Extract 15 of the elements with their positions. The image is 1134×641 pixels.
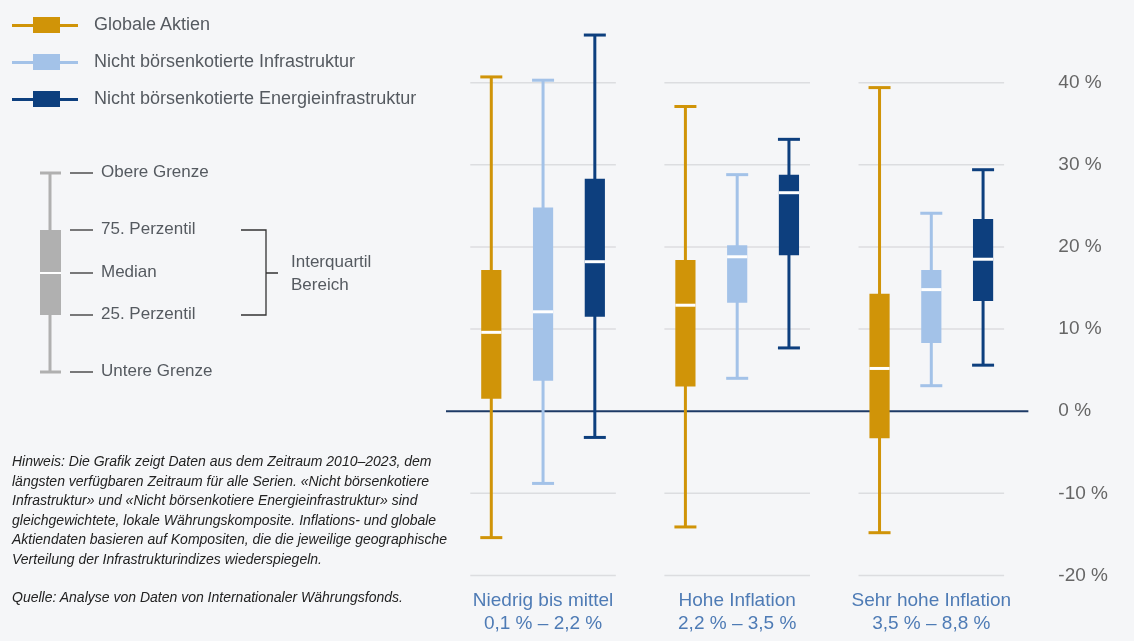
- y-tick-label: 0 %: [1058, 399, 1092, 421]
- x-tick-label: Hohe Inflation 2,2 % – 3,5 %: [678, 589, 797, 633]
- y-tick-label: 30 %: [1058, 153, 1102, 175]
- annotation: Hinweis: Die Grafik zeigt Daten aus dem Zeitraum 2010–2023, dem längsten verfügbaren Zeitraum für alle Serien. «Nicht börsenkotiere Infrastruktur» und «Nicht börsenkotiere Energieinfrastruktur» sind gleichgewichtete, lokale Währungskomposite. Inflations- und globale Aktiendaten basieren auf Kompositen, die die jeweilige geographische Verteilung der Infrastrukturindizes wiederspiegeln.: [12, 452, 449, 569]
- y-tick-label: 40 %: [1058, 70, 1102, 92]
- legend-label: Nicht börsenkotierte Infrastruktur: [94, 51, 356, 72]
- x-tick-label: Niedrig bis mittel 0,1 % – 2,2 %: [472, 589, 614, 633]
- x-tick-label: Sehr hohe Inflation 3,5 % – 8,8 %: [851, 589, 1012, 633]
- y-tick-label: -10 %: [1058, 481, 1109, 503]
- legend-label: Globale Aktien: [94, 14, 211, 35]
- source-note: Quelle: Analyse von Daten von Internationaler Währungsfonds.: [12, 588, 404, 607]
- y-tick-label: 20 %: [1058, 235, 1102, 257]
- legend-label: Nicht börsenkotierte Energieinfrastruktur: [94, 88, 417, 109]
- y-tick-label: -20 %: [1058, 563, 1109, 585]
- y-tick-label: 10 %: [1058, 317, 1102, 339]
